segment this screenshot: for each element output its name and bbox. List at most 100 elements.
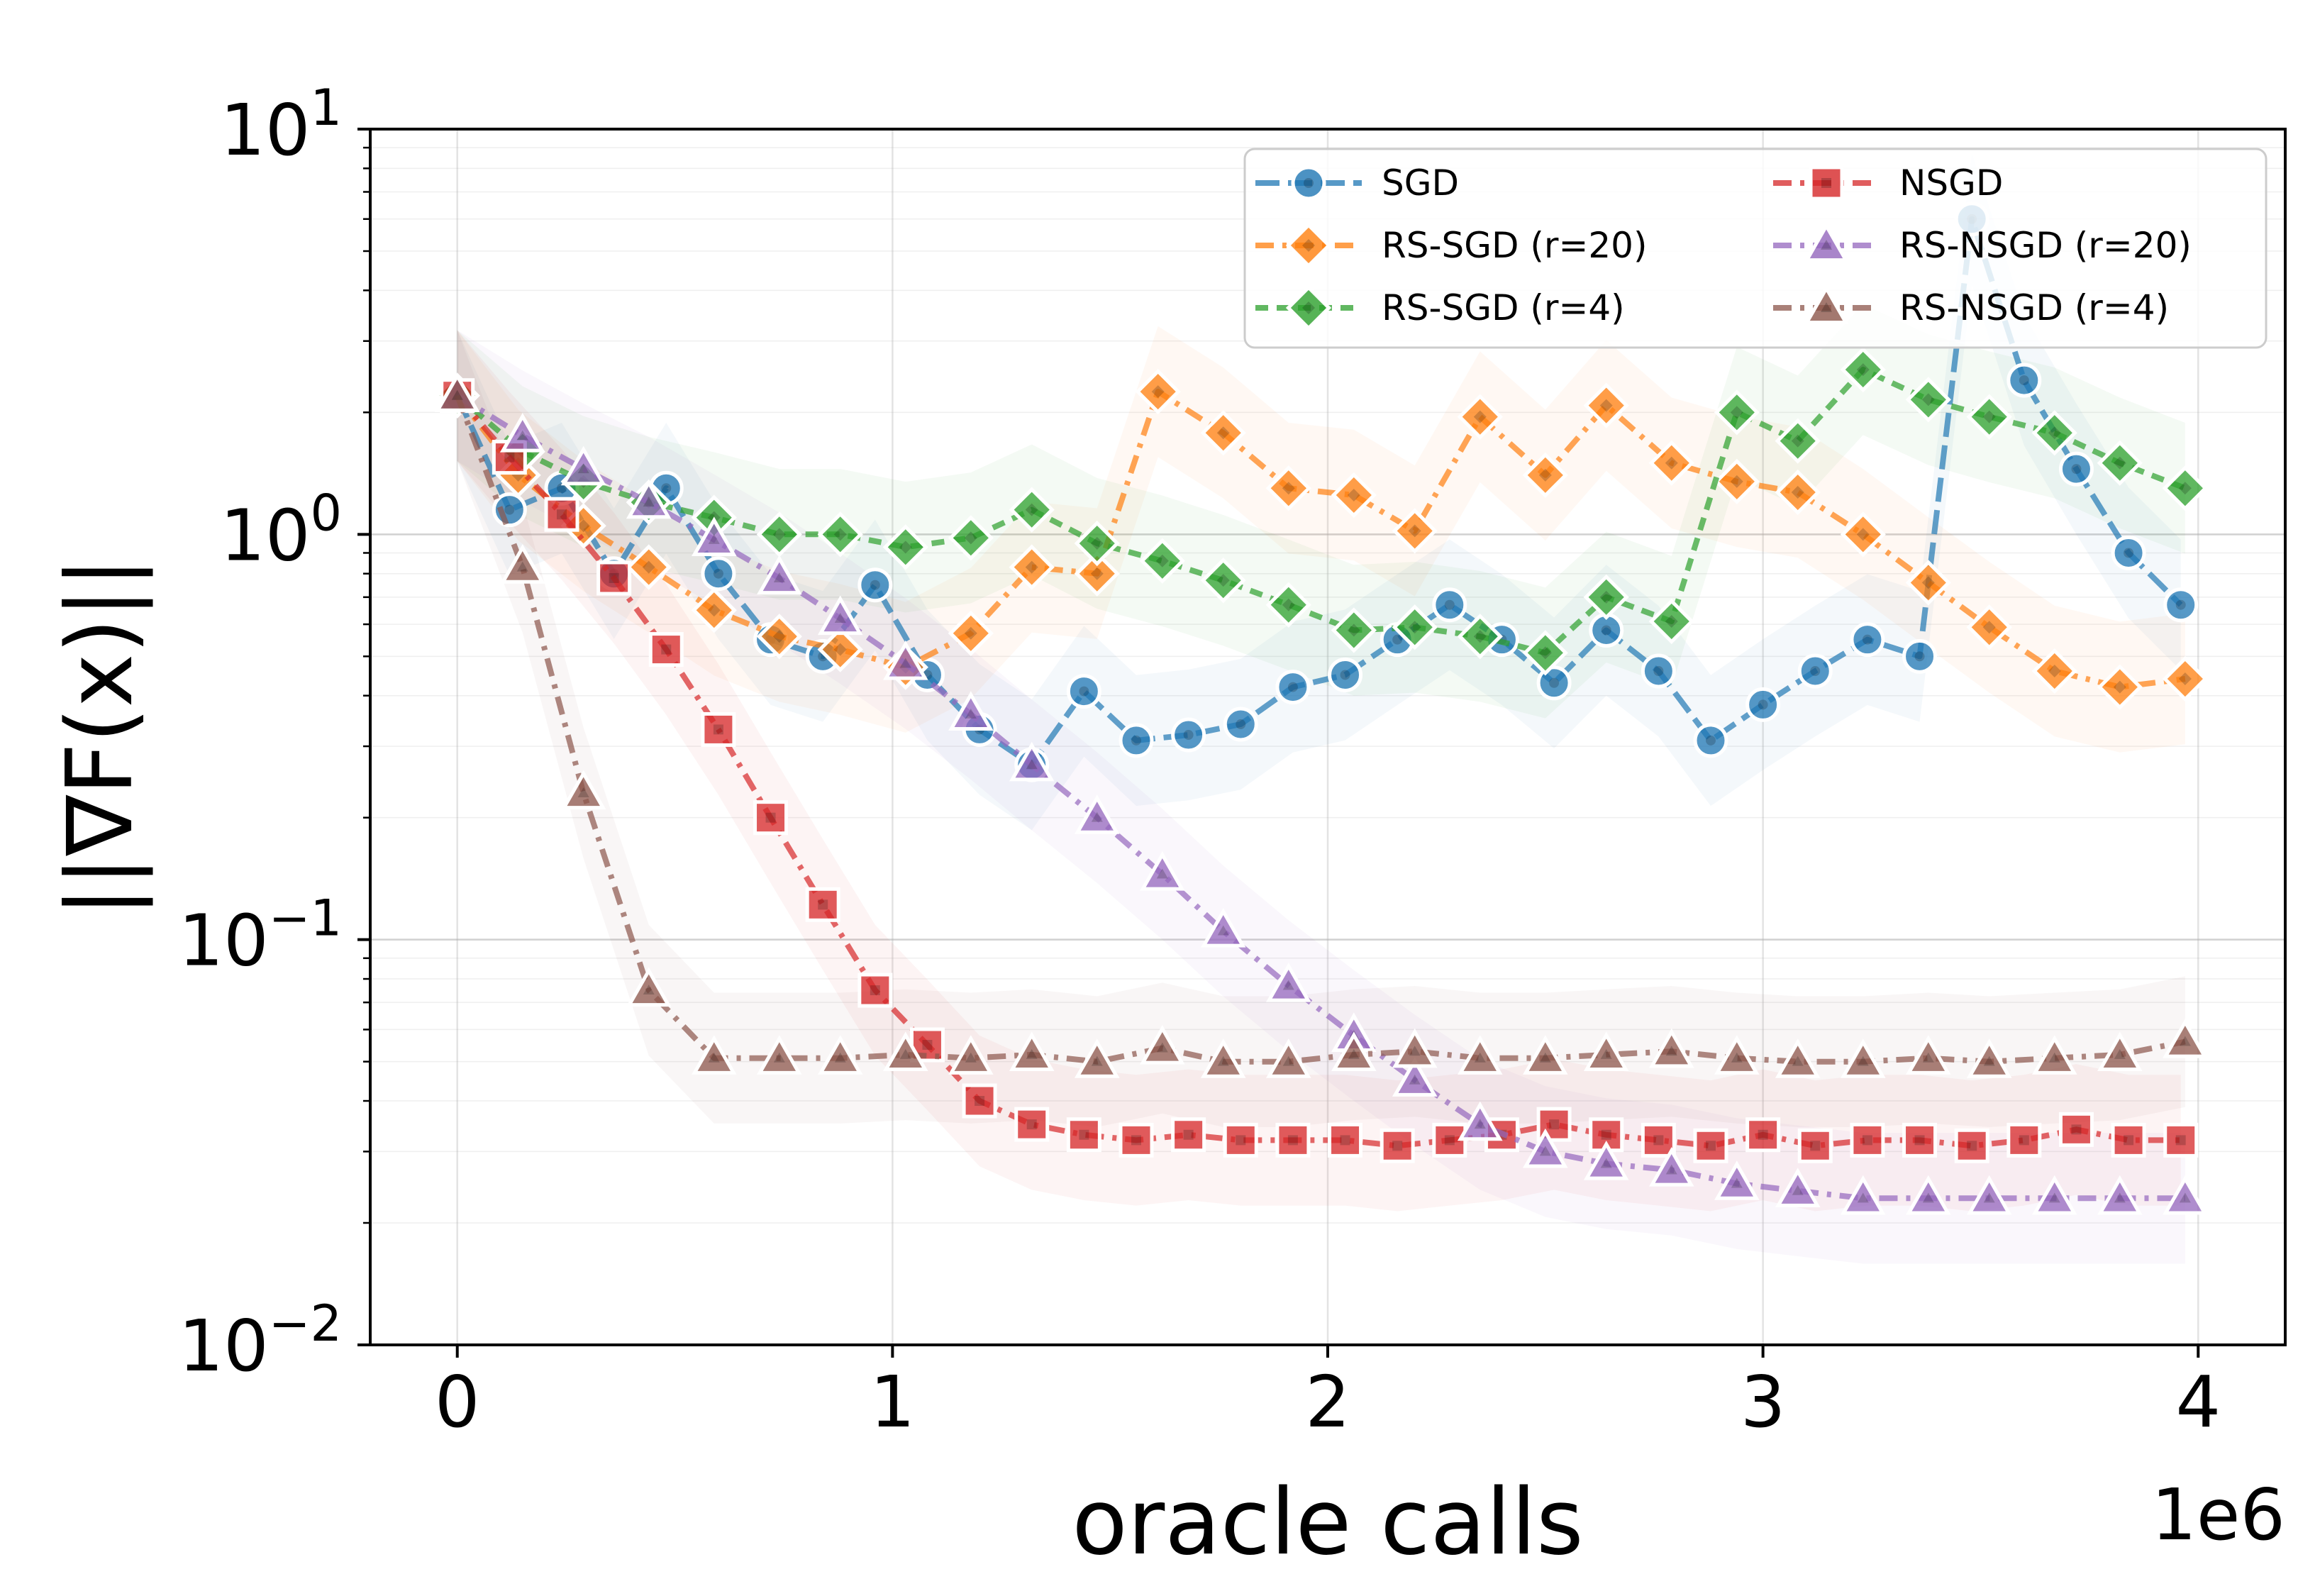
axis-ticks: 0 1 2 3 4 10−2 10−1 100 101 [179, 79, 2221, 1443]
nsgd-point-core [1810, 1141, 1821, 1151]
rs-sgd-r-4-point-core [1216, 574, 1230, 587]
x-tick-label: 1 [870, 1361, 916, 1443]
rs-sgd-r-20-point-core [2113, 680, 2126, 694]
rs-nsgd-r-4-point-core [899, 1048, 911, 1059]
rs-nsgd-r-4-point-core [1348, 1048, 1360, 1059]
rs-nsgd-r-20-point-core [1922, 1192, 1934, 1203]
sgd-point-core [1287, 682, 1298, 692]
sgd-line [455, 216, 2183, 768]
rs-nsgd-r-20-point-core [834, 612, 846, 623]
rs-nsgd-r-20-point-core [1217, 925, 1229, 936]
rs-sgd-r-20-point-core [642, 560, 655, 574]
nsgd-point-core [661, 644, 672, 655]
legend-marker-shape [1285, 284, 1332, 331]
rs-nsgd-r-20-point-core [1600, 1158, 1612, 1168]
rs-nsgd-r-4-point [1906, 1035, 1951, 1075]
rs-nsgd-r-20-point [1457, 1101, 1503, 1141]
rs-sgd-r-4-point-core [964, 531, 977, 545]
rs-nsgd-r-4-point [560, 770, 606, 810]
rs-nsgd-r-4-point [1583, 1031, 1629, 1072]
legend-label-rs-nsgd-r-4: RS-NSGD (r=4) [1899, 287, 2169, 328]
rs-nsgd-r-4-point [691, 1035, 737, 1075]
rs-nsgd-r-4-point [2031, 1035, 2077, 1075]
sgd-point-core [1914, 651, 1925, 662]
rs-sgd-r-20-point [1583, 382, 1629, 428]
nsgd-point-core [1601, 1129, 1611, 1140]
rs-nsgd-r-4-markers [434, 372, 2208, 1078]
rs-sgd-r-4-point [1392, 604, 1438, 650]
rs-sgd-r-4-point [2162, 465, 2208, 511]
sgd-point-core [1653, 666, 1664, 677]
sgd-point [2006, 362, 2042, 398]
rs-nsgd-r-20-point [948, 691, 994, 731]
rs-sgd-r-20-point [1331, 472, 1377, 519]
rs-sgd-r-4-point-core [899, 541, 912, 554]
nsgd-point-core [1549, 1119, 1560, 1130]
sgd-point-core [661, 483, 672, 494]
rs-sgd-r-4-point-core [833, 528, 847, 541]
rs-nsgd-r-4-point [1523, 1035, 1568, 1075]
rs-nsgd-r-4-point [817, 1035, 863, 1075]
nsgd-point-core [975, 1096, 985, 1107]
rs-nsgd-r-4-point-core [2179, 1036, 2191, 1046]
legend-marker-rs-sgd-r-20 [1285, 222, 1332, 269]
rs-sgd-r-20-point-core [1151, 385, 1165, 399]
nsgd-point [2111, 1122, 2146, 1158]
rs-nsgd-r-4-point [882, 1031, 928, 1072]
rs-nsgd-r-4-band [457, 330, 2185, 1127]
rs-nsgd-r-4-point-core [1731, 1052, 1743, 1063]
legend-marker-sgd [1291, 165, 1326, 201]
y-tick-label: 101 [220, 79, 342, 172]
legend-marker-rs-sgd-r-4 [1285, 284, 1332, 331]
rs-sgd-r-20-point [2162, 655, 2208, 702]
rs-nsgd-r-4-point-core [1539, 1052, 1551, 1063]
rs-nsgd-r-4-point [434, 372, 480, 412]
y-tick-label: 10−1 [179, 890, 342, 982]
rs-nsgd-r-4-point [1775, 1038, 1821, 1078]
rs-sgd-r-20-point-core [707, 604, 721, 617]
rs-sgd-r-4-point [1714, 389, 1760, 436]
rs-sgd-r-20-line [455, 389, 2186, 690]
rs-sgd-r-4-point-core [2113, 456, 2126, 470]
rs-nsgd-r-4-point [948, 1035, 994, 1075]
rs-sgd-r-20-point-core [1025, 560, 1038, 574]
rs-sgd-r-4-point-core [1473, 630, 1487, 643]
rs-sgd-r-20-point [1840, 511, 1886, 558]
rs-nsgd-r-4-point-core [708, 1052, 720, 1063]
rs-sgd-r-20-point [2031, 648, 2077, 694]
rs-nsgd-r-20-point-core [643, 497, 655, 507]
rs-sgd-r-20-point [1648, 440, 1694, 486]
rs-nsgd-r-20-point-core [965, 708, 977, 719]
rs-nsgd-r-20-point-core [1731, 1177, 1743, 1188]
rs-nsgd-r-20-point [1200, 908, 1246, 948]
rs-sgd-r-20-point-core [1730, 475, 1743, 488]
nsgd-point [701, 711, 736, 747]
rs-nsgd-r-20-point [691, 516, 737, 557]
nsgd-point [1693, 1128, 1728, 1163]
rs-nsgd-r-20-point [817, 595, 863, 636]
rs-nsgd-r-4-point [1200, 1038, 1246, 1078]
rs-nsgd-r-20-point-core [1665, 1164, 1677, 1175]
nsgd-point-core [1131, 1135, 1141, 1146]
rs-nsgd-r-20-point [1583, 1140, 1629, 1180]
rs-sgd-r-20-point [1775, 469, 1821, 516]
rs-sgd-r-4-point-core [1025, 503, 1038, 516]
x-axis-offset-label: 1e6 [2151, 1473, 2285, 1556]
rs-nsgd-r-20-point-core [773, 572, 785, 582]
rs-nsgd-r-20-point [1714, 1160, 1760, 1200]
rs-nsgd-r-4-point-core [1922, 1052, 1934, 1063]
rs-sgd-r-20-point-core [1216, 426, 1230, 440]
sgd-point [1066, 674, 1101, 709]
nsgd-point [1119, 1122, 1154, 1158]
rs-nsgd-r-4-point-core [1026, 1048, 1038, 1059]
nsgd-point [962, 1083, 997, 1119]
rs-nsgd-r-20-point [1840, 1175, 1886, 1215]
nsgd-point-core [1183, 1129, 1194, 1140]
sgd-point [1275, 670, 1311, 705]
x-axis-title: oracle calls [1072, 1470, 1583, 1575]
rs-nsgd-r-20-point [882, 640, 928, 680]
rs-nsgd-r-20-point-core [577, 463, 589, 474]
rs-nsgd-r-20-point [1775, 1168, 1821, 1207]
rs-nsgd-r-20-point-core [2114, 1192, 2126, 1203]
nsgd-point-core [1967, 1141, 1977, 1151]
